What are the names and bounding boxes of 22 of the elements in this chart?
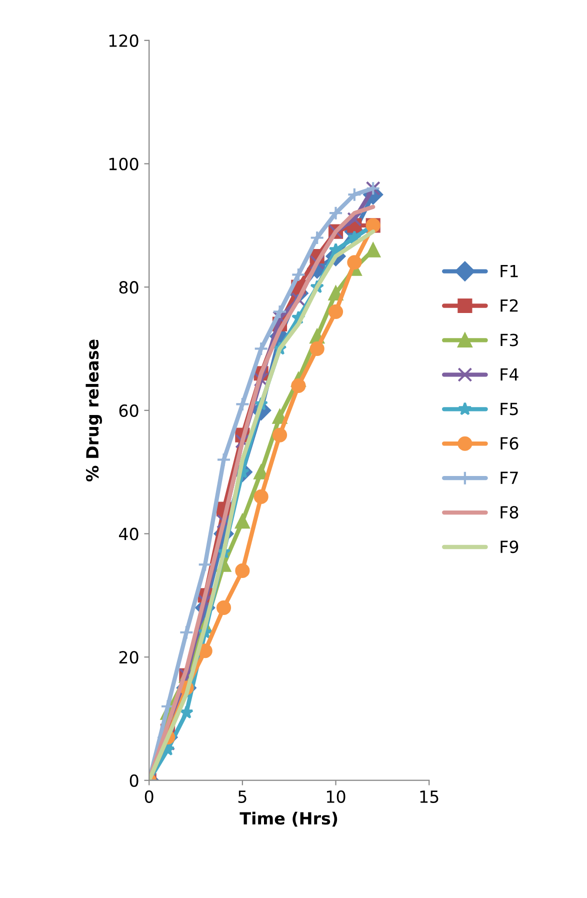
- x-tick-label: 0: [144, 790, 154, 803]
- x-axis-title: Time (Hrs): [240, 812, 338, 827]
- y-tick-label: 20: [119, 651, 138, 664]
- y-tick-label: 0: [130, 774, 138, 787]
- legend-label: F7: [500, 472, 518, 484]
- x-tick-label: 15: [420, 790, 438, 803]
- y-axis-title: % Drug release: [86, 340, 102, 482]
- x-tick-label: 5: [238, 790, 246, 803]
- x-tick-label: 10: [326, 790, 346, 803]
- y-tick-label: 100: [109, 158, 138, 170]
- legend-label: F9: [500, 540, 518, 554]
- legend-label: F4: [500, 368, 518, 381]
- legend-label: F3: [500, 334, 518, 346]
- y-tick-label: 120: [109, 34, 138, 47]
- y-tick-label: 40: [118, 528, 138, 540]
- legend-label: F1: [500, 264, 518, 278]
- y-tick-label: 80: [119, 281, 138, 294]
- legend-label: F5: [500, 402, 518, 416]
- y-tick-label: 60: [119, 404, 138, 417]
- legend-label: F8: [500, 506, 518, 519]
- legend-label: F6: [500, 437, 518, 450]
- legend-label: F2: [500, 299, 518, 312]
